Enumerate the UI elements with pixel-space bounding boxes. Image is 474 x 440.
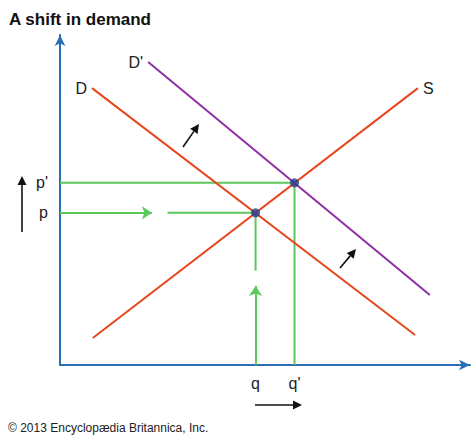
svg-text:D': D' [129,54,144,71]
svg-text:q: q [251,375,260,392]
svg-text:q': q' [289,375,301,392]
svg-text:D: D [75,80,87,97]
svg-text:A shift in demand: A shift in demand [9,10,151,29]
svg-text:p: p [39,204,48,221]
svg-text:S: S [423,80,434,97]
svg-text:© 2013 Encyclopædia Britannica: © 2013 Encyclopædia Britannica, Inc. [8,421,208,435]
svg-text:p': p' [36,174,48,191]
